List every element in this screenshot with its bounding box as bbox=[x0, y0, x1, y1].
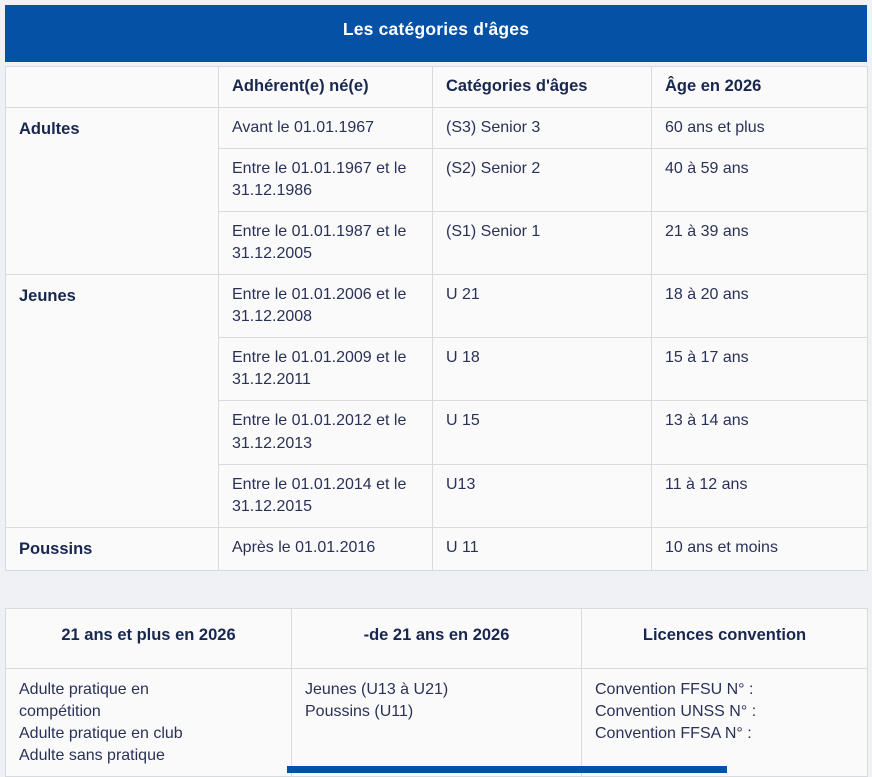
convention-item: Convention UNSS N° : bbox=[595, 703, 757, 721]
cell-age-range: 15 à 17 ans bbox=[651, 337, 868, 402]
cell-age-range: 21 à 39 ans bbox=[651, 210, 868, 276]
cell-age-range: 11 à 12 ans bbox=[651, 463, 868, 528]
cell-category: U 18 bbox=[432, 337, 652, 402]
cell-birth-range: Entre le 01.01.2014 et le 31.12.2015 bbox=[218, 463, 433, 528]
licence-types-table: 21 ans et plus en 2026 -de 21 ans en 202… bbox=[5, 608, 868, 777]
column-header-under-21-2026: -de 21 ans en 2026 bbox=[291, 608, 582, 669]
cell-youth-list: Jeunes (U13 à U21) Poussins (U11) bbox=[291, 667, 582, 777]
cell-age-range: 10 ans et moins bbox=[651, 526, 868, 571]
section-title-bar: Les catégories d'âges bbox=[5, 5, 867, 62]
convention-item: Convention FFSA N° : bbox=[595, 725, 752, 743]
adult-practice-item: Adulte sans pratique bbox=[19, 747, 165, 765]
table-header-row: 21 ans et plus en 2026 -de 21 ans en 202… bbox=[5, 608, 868, 669]
youth-item: Jeunes (U13 à U21) bbox=[305, 681, 449, 698]
column-header-age: Âge en 2026 bbox=[651, 66, 868, 108]
adult-practice-item: Adulte pratique en club bbox=[19, 725, 183, 743]
age-categories-table: Adhérent(e) né(e) Catégories d'âges Âge … bbox=[5, 66, 868, 571]
column-header-category: Catégories d'âges bbox=[432, 66, 652, 108]
group-label-jeunes: Jeunes bbox=[5, 274, 219, 528]
table-row: Adultes Avant le 01.01.1967 (S3) Senior … bbox=[5, 106, 868, 276]
cell-age-range: 13 à 14 ans bbox=[651, 400, 868, 465]
cell-age-range: 60 ans et plus bbox=[651, 106, 868, 149]
cell-birth-range: Entre le 01.01.2006 et le 31.12.2008 bbox=[218, 274, 433, 339]
column-header-adults-2026: 21 ans et plus en 2026 bbox=[5, 608, 292, 669]
column-header-licences-convention: Licences convention bbox=[581, 608, 868, 669]
group-label-adultes: Adultes bbox=[5, 106, 219, 276]
table-row: Adulte pratique en compétition Adulte pr… bbox=[5, 667, 868, 777]
next-section-header-partial bbox=[287, 766, 727, 773]
column-header-empty bbox=[5, 66, 219, 108]
adult-practice-item: Adulte pratique en compétition bbox=[19, 681, 149, 721]
cell-birth-range: Entre le 01.01.1967 et le 31.12.1986 bbox=[218, 147, 433, 213]
cell-age-range: 18 à 20 ans bbox=[651, 274, 868, 339]
cell-category: U 11 bbox=[432, 526, 652, 571]
table-row: Entre le 01.01.1967 et le 31.12.1986 (S2… bbox=[6, 147, 868, 213]
cell-birth-range: Entre le 01.01.2009 et le 31.12.2011 bbox=[218, 337, 433, 402]
cell-birth-range: Après le 01.01.2016 bbox=[218, 526, 433, 571]
cell-convention-list: Convention FFSU N° : Convention UNSS N° … bbox=[581, 667, 868, 777]
page-title: Les catégories d'âges bbox=[342, 19, 530, 39]
table-row: Entre le 01.01.2009 et le 31.12.2011 U 1… bbox=[6, 337, 868, 402]
cell-category: (S2) Senior 2 bbox=[432, 147, 652, 213]
group-label-poussins: Poussins bbox=[5, 526, 219, 571]
cell-birth-range: Avant le 01.01.1967 bbox=[218, 106, 433, 149]
cell-category: U 15 bbox=[432, 400, 652, 465]
table-row: Entre le 01.01.2014 et le 31.12.2015 U13… bbox=[6, 463, 868, 528]
table-row: Entre le 01.01.2012 et le 31.12.2013 U 1… bbox=[6, 400, 868, 465]
table-row: Poussins Après le 01.01.2016 U 11 10 ans… bbox=[5, 526, 868, 571]
cell-birth-range: Entre le 01.01.1987 et le 31.12.2005 bbox=[218, 210, 433, 276]
cell-category: U13 bbox=[432, 463, 652, 528]
cell-category: U 21 bbox=[432, 274, 652, 339]
cell-category: (S1) Senior 1 bbox=[432, 210, 652, 276]
table-header-row: Adhérent(e) né(e) Catégories d'âges Âge … bbox=[5, 66, 868, 108]
convention-item: Convention FFSU N° : bbox=[595, 681, 754, 698]
table-row: Jeunes Entre le 01.01.2006 et le 31.12.2… bbox=[5, 274, 868, 528]
youth-item: Poussins (U11) bbox=[305, 703, 414, 721]
column-header-birthdate: Adhérent(e) né(e) bbox=[218, 66, 433, 108]
cell-adult-practice-list: Adulte pratique en compétition Adulte pr… bbox=[5, 667, 292, 777]
cell-birth-range: Entre le 01.01.2012 et le 31.12.2013 bbox=[218, 400, 433, 465]
cell-age-range: 40 à 59 ans bbox=[651, 147, 868, 213]
table-row: Entre le 01.01.1987 et le 31.12.2005 (S1… bbox=[6, 210, 868, 276]
cell-category: (S3) Senior 3 bbox=[432, 106, 652, 149]
